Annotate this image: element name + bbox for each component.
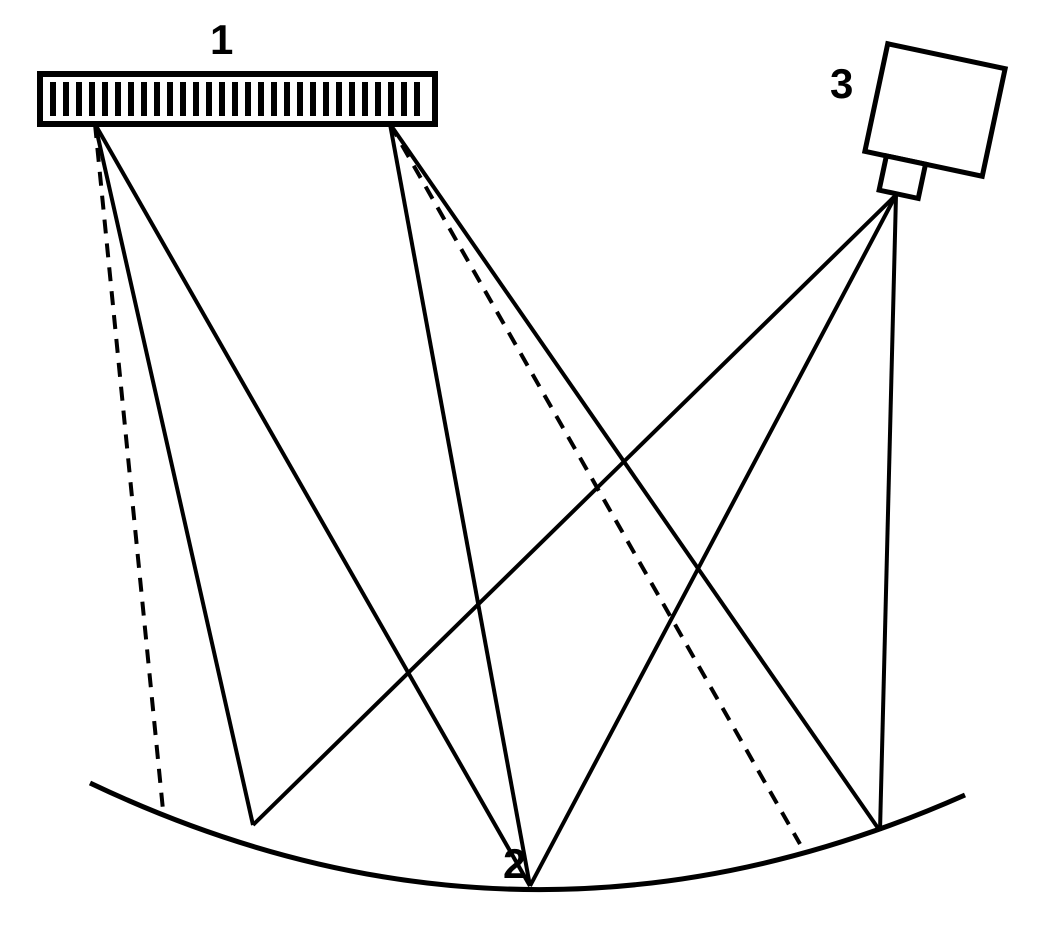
grating-bar: [375, 82, 381, 116]
grating-bar: [102, 82, 108, 116]
grating-bar: [271, 82, 277, 116]
grating-bar: [76, 82, 82, 116]
diagram-canvas: [0, 0, 1051, 947]
grating-bar: [414, 82, 420, 116]
grating-bar: [323, 82, 329, 116]
ray-solid-2: [390, 124, 530, 886]
grating-bar: [206, 82, 212, 116]
ray-dashed-1: [390, 124, 800, 844]
grating-bar: [297, 82, 303, 116]
grating-bar: [115, 82, 121, 116]
grating-bar: [219, 82, 225, 116]
grating-bar: [180, 82, 186, 116]
ray-solid-0: [95, 124, 253, 825]
grating-bar: [258, 82, 264, 116]
mirror-label: 2: [503, 840, 526, 888]
grating-bar: [141, 82, 147, 116]
camera-group: [858, 44, 1006, 211]
grating-bar: [310, 82, 316, 116]
grating-bar: [128, 82, 134, 116]
grating-bar: [63, 82, 69, 116]
camera-label: 3: [830, 60, 853, 108]
grating-bar: [284, 82, 290, 116]
camera-lens: [879, 156, 925, 199]
grating-bar: [167, 82, 173, 116]
ray-solid-4: [253, 195, 896, 825]
ray-solid-3: [390, 124, 880, 831]
ray-solid-6: [880, 195, 896, 831]
grating-bar: [336, 82, 342, 116]
grating-bar: [349, 82, 355, 116]
grating-bar: [388, 82, 394, 116]
grating-bar: [89, 82, 95, 116]
grating-bar: [362, 82, 368, 116]
grating-bar: [401, 82, 407, 116]
grating-bar: [245, 82, 251, 116]
grating-label: 1: [210, 16, 233, 64]
grating-bar: [50, 82, 56, 116]
grating-bar: [232, 82, 238, 116]
grating-bar: [154, 82, 160, 116]
ray-solid-5: [530, 195, 896, 886]
grating-bar: [193, 82, 199, 116]
